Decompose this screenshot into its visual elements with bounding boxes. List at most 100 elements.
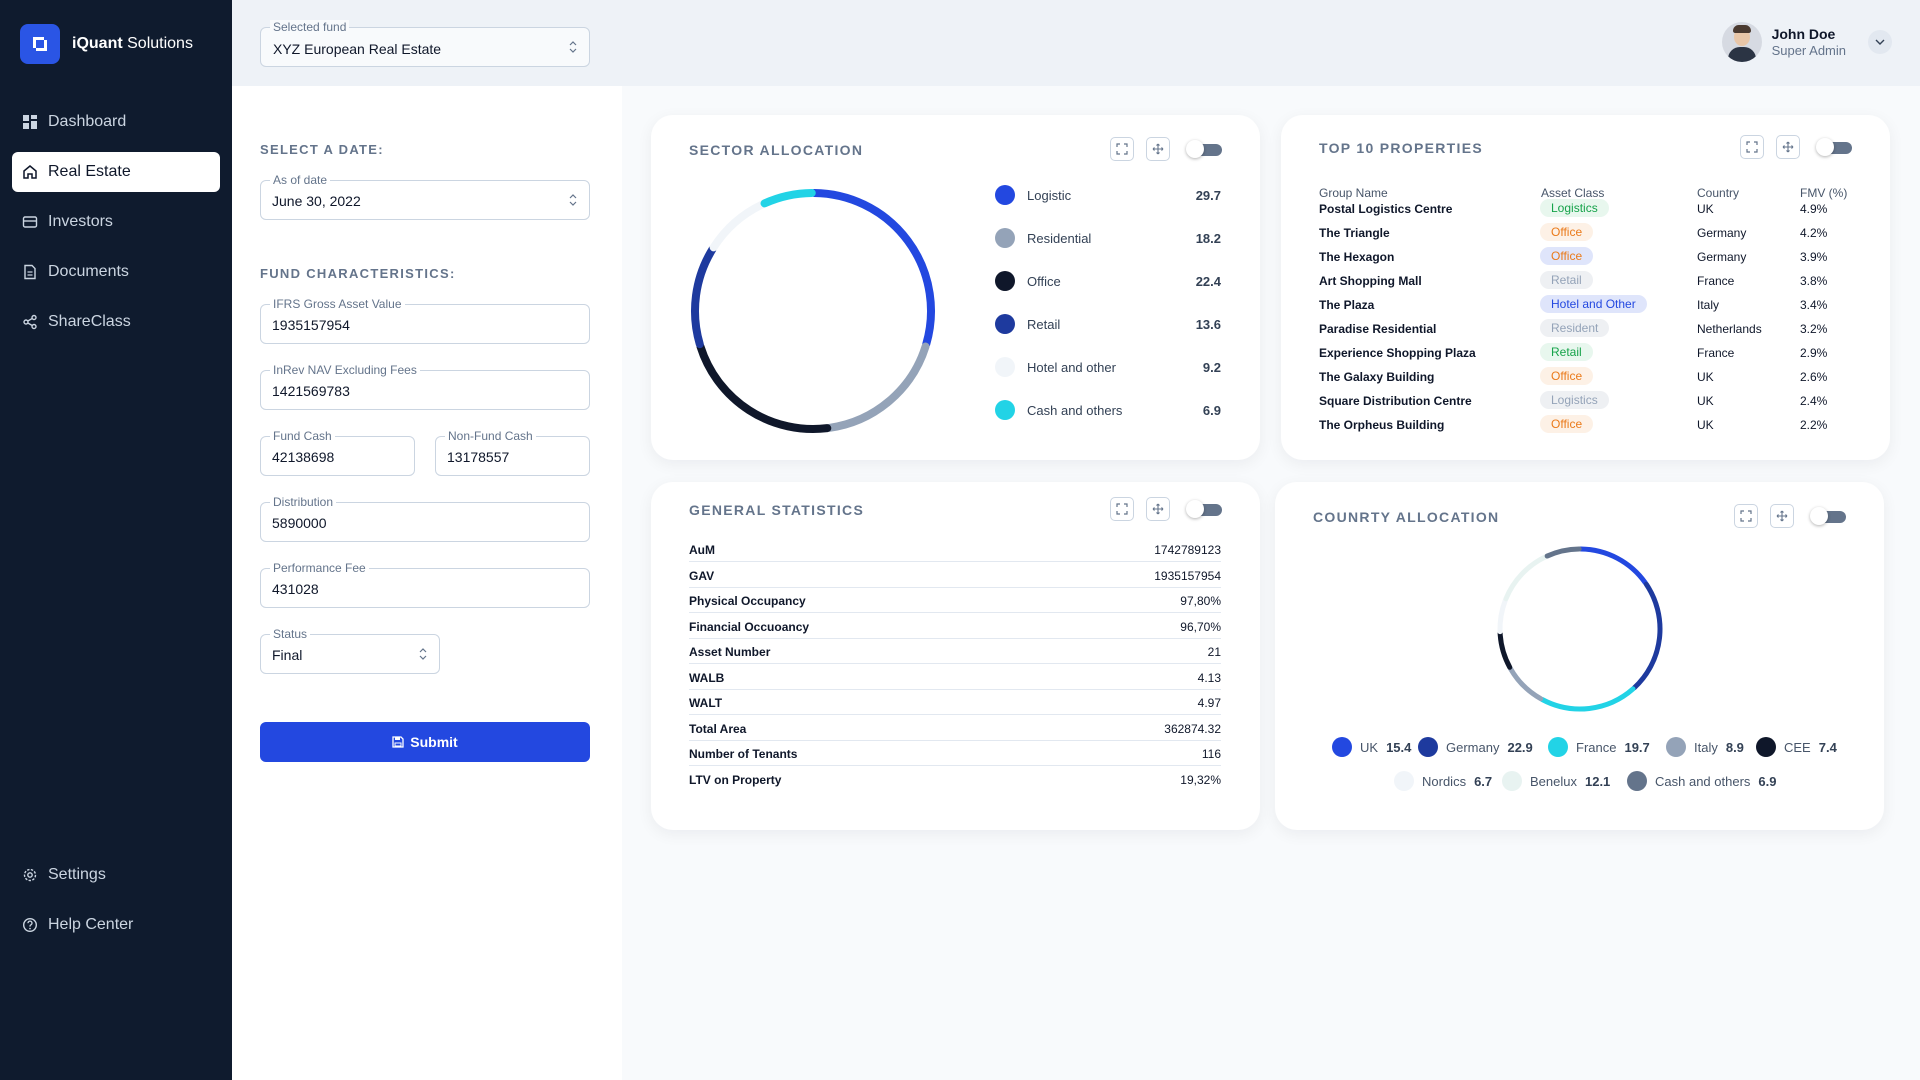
legend-item[interactable]: Cash and others 6.9 (1627, 771, 1776, 791)
expand-button[interactable] (1110, 137, 1134, 161)
expand-button[interactable] (1110, 497, 1134, 521)
property-fmv: 2.6% (1800, 370, 1828, 384)
distribution-field[interactable]: Distribution 5890000 (260, 495, 590, 542)
stat-value: 19,32% (1180, 772, 1221, 787)
legend-item[interactable]: Hotel and other 9.2 (995, 356, 1221, 378)
donut-segment-cee (1497, 630, 1513, 670)
table-row[interactable]: Experience Shopping Plaza Retail France 2.9… (1319, 343, 1849, 363)
column-header-asset-class: Asset Class (1541, 186, 1605, 200)
table-row[interactable]: The Galaxy Building Office UK 2.6% (1319, 367, 1849, 387)
legend-value: 19.7 (1624, 739, 1650, 755)
legend-item[interactable]: Italy 8.9 (1666, 737, 1744, 757)
ifrs-gav-value: 1935157954 (272, 317, 350, 333)
legend-value: 6.7 (1474, 773, 1493, 789)
stat-row: WALT 4.97 (689, 690, 1221, 715)
top-properties-card: TOP 10 PROPERTIES Group Name Asset Class… (1281, 115, 1890, 460)
legend-dot (995, 400, 1015, 420)
brand-logo[interactable]: iQuant Solutions (20, 24, 193, 64)
legend-item[interactable]: Retail 13.6 (995, 313, 1221, 335)
legend-value: 15.4 (1386, 739, 1412, 755)
expand-icon (1746, 141, 1758, 153)
legend-item[interactable]: UK 15.4 (1332, 737, 1411, 757)
property-fmv: 2.2% (1800, 418, 1828, 432)
expand-button[interactable] (1740, 135, 1764, 159)
property-fmv: 4.2% (1800, 226, 1828, 240)
stat-row: Financial Occuoancy 96,70% (689, 614, 1221, 639)
sidebar-item-real-estate[interactable]: Real Estate (12, 152, 220, 192)
stat-value: 116 (1201, 747, 1221, 761)
inrev-nav-field[interactable]: InRev NAV Excluding Fees 1421569783 (260, 363, 590, 410)
table-row[interactable]: Postal Logistics Centre Logistics UK 4.9% (1319, 199, 1849, 219)
legend-dot (1627, 771, 1647, 791)
table-row[interactable]: Paradise Residential Resident Netherlands 3… (1319, 319, 1849, 339)
card-toggle[interactable] (1186, 500, 1222, 518)
legend-item[interactable]: Germany 22.9 (1418, 737, 1533, 757)
table-row[interactable]: Art Shopping Mall Retail France 3.8% (1319, 271, 1849, 291)
sidebar-item-settings[interactable]: Settings (12, 855, 220, 895)
table-row[interactable]: Square Distribution Centre Logistics UK 2.4… (1319, 391, 1849, 411)
move-button[interactable] (1146, 137, 1170, 161)
non-fund-cash-field[interactable]: Non-Fund Cash 13178557 (435, 429, 590, 476)
performance-fee-field[interactable]: Performance Fee 431028 (260, 561, 590, 608)
move-button[interactable] (1770, 504, 1794, 528)
table-row[interactable]: The Hexagon Office Germany 3.9% (1319, 247, 1849, 267)
user-profile[interactable]: John Doe Super Admin (1721, 22, 1892, 62)
column-header-country: Country (1697, 186, 1740, 200)
legend-item[interactable]: France 19.7 (1548, 737, 1650, 757)
date-label: As of date (270, 173, 331, 187)
status-select[interactable]: Status Final (260, 627, 440, 674)
sidebar-item-documents[interactable]: Documents (12, 252, 220, 292)
submit-button[interactable]: Submit (260, 722, 590, 762)
card-toggle[interactable] (1810, 507, 1846, 525)
card-tools (1734, 504, 1846, 528)
chevron-updown-icon (419, 648, 427, 660)
chevron-updown-icon (569, 194, 577, 206)
legend-item[interactable]: Nordics 6.7 (1394, 771, 1492, 791)
sidebar-item-investors[interactable]: Investors (12, 202, 220, 242)
card-toggle[interactable] (1816, 138, 1852, 156)
card-toggle[interactable] (1186, 140, 1222, 158)
sidebar-item-help-center[interactable]: Help Center (12, 905, 220, 945)
expand-button[interactable] (1734, 504, 1758, 528)
move-icon (1152, 143, 1164, 155)
expand-icon (1116, 143, 1128, 155)
home-icon (23, 165, 37, 179)
user-menu-button[interactable] (1868, 30, 1892, 54)
sidebar-item-shareclass[interactable]: ShareClass (12, 302, 220, 342)
expand-icon (1116, 503, 1128, 515)
property-fmv: 2.4% (1800, 394, 1828, 408)
legend-value: 7.4 (1818, 739, 1837, 755)
user-info: John Doe Super Admin (1772, 26, 1846, 59)
card-tools (1110, 497, 1222, 521)
legend-label: France (1576, 739, 1617, 755)
brand-name: iQuant Solutions (72, 35, 193, 52)
legend-item[interactable]: Office 22.4 (995, 270, 1221, 292)
table-row[interactable]: The Orpheus Building Office UK 2.2% (1319, 415, 1849, 435)
legend-label: Italy (1694, 739, 1718, 755)
sidebar-item-dashboard[interactable]: Dashboard (12, 102, 220, 142)
legend-label: Office (1027, 273, 1061, 289)
legend-item[interactable]: Cash and others 6.9 (995, 399, 1221, 421)
legend-item[interactable]: CEE 7.4 (1756, 737, 1837, 757)
stat-row: GAV 1935157954 (689, 563, 1221, 588)
property-country: UK (1697, 394, 1714, 408)
inrev-nav-value: 1421569783 (272, 383, 350, 399)
asset-class-badge: Office (1540, 415, 1594, 433)
move-button[interactable] (1146, 497, 1170, 521)
fund-select[interactable]: Selected fund XYZ European Real Estate (260, 20, 590, 67)
document-icon (24, 264, 36, 280)
legend-item[interactable]: Residential 18.2 (995, 227, 1221, 249)
fund-cash-field[interactable]: Fund Cash 42138698 (260, 429, 415, 476)
stat-row: Physical Occupancy 97,80% (689, 588, 1221, 613)
table-row[interactable]: The Plaza Hotel and Other Italy 3.4% (1319, 295, 1849, 315)
stat-label: Number of Tenants (689, 747, 798, 761)
move-button[interactable] (1776, 135, 1800, 159)
legend-item[interactable]: Logistic 29.7 (995, 184, 1221, 206)
date-value: June 30, 2022 (272, 193, 361, 209)
date-select[interactable]: As of date June 30, 2022 (260, 173, 590, 220)
legend-item[interactable]: Benelux 12.1 (1502, 771, 1610, 791)
move-icon (1782, 141, 1794, 153)
property-fmv: 3.2% (1800, 322, 1828, 336)
ifrs-gav-field[interactable]: IFRS Gross Asset Value 1935157954 (260, 297, 590, 344)
table-row[interactable]: The Triangle Office Germany 4.2% (1319, 223, 1849, 243)
